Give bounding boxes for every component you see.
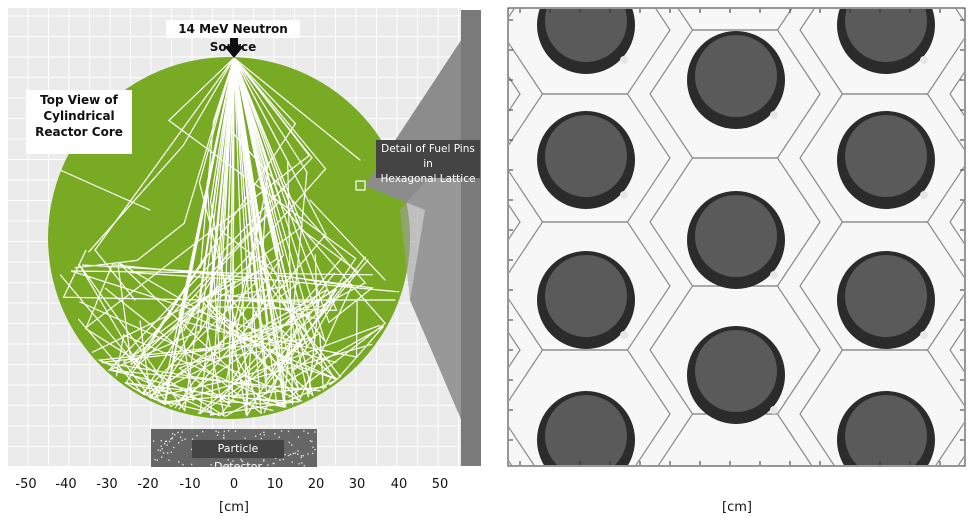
core-label: Top View of Cylindrical Reactor Core [26,90,132,154]
neutron-track [233,57,294,405]
neutron-track [190,57,338,395]
fuel-pin-core [695,35,777,117]
fuel-pin-core [695,195,777,277]
fuel-pin-core [545,9,627,62]
neutron-track [198,57,257,405]
neutron-track [219,57,279,275]
neutron-track [130,57,263,304]
x-tick-label: 0 [229,477,239,492]
x-tick-label: -50 [15,477,37,492]
neutron-tracks [59,57,400,418]
detail-label: Detail of Fuel Pins in Hexagonal Lattice [376,140,480,185]
core-label-line-2: Cylindrical [43,109,115,123]
x-tick-label: -30 [96,477,118,492]
neutron-track [228,57,258,388]
neutron-track [233,57,361,161]
neutron-track [233,57,387,398]
neutron-track [79,57,303,416]
x-tick-label: -10 [179,477,201,492]
detail-marker [355,180,366,191]
x-tick-label: 50 [431,477,449,492]
neutron-track [233,57,326,342]
hex-cell [949,71,964,117]
detector-label: Particle Detector [192,440,284,473]
fuel-pin-core [545,255,627,337]
neutron-track [233,57,309,414]
neutron-track [199,57,333,415]
fuel-pin-core [545,115,627,197]
right-axis-unit: [cm] [722,500,752,515]
x-tick-label: 20 [307,477,325,492]
neutron-track [178,57,311,405]
neutron-track [164,57,373,405]
neutron-track [225,57,385,417]
detail-label-line-2: Hexagonal Lattice [380,173,476,185]
fuel-pin-core [845,395,927,465]
detail-label-line-1: Detail of Fuel Pins in [381,143,475,170]
neutron-track [217,57,343,406]
fuel-pin-core [845,115,927,197]
neutron-track [84,57,235,418]
neutron-track [206,57,235,357]
x-tick-label: 40 [390,477,408,492]
x-tick-label: -20 [137,477,159,492]
particle-detector [151,429,317,467]
neutron-track [209,57,254,416]
neutron-track [233,57,337,386]
hex-cell [657,413,813,465]
neutron-track [88,57,235,253]
hex-cell [799,349,964,465]
source-label: 14 MeV Neutron Source [166,20,300,54]
neutron-track [94,249,136,301]
neutron-track [94,57,235,251]
core-label-line-3: Reactor Core [35,125,123,139]
x-tick-label: -40 [55,477,77,492]
hex-cell [509,349,671,465]
left-axis-unit: [cm] [219,500,249,515]
neutron-track [228,57,374,357]
neutron-track [81,57,235,295]
lattice-panel [507,7,966,467]
fuel-pin-core [845,9,927,62]
hex-cell [949,199,964,245]
neutron-track [309,199,386,281]
neutron-track [228,57,300,398]
neutron-track [148,57,367,398]
fuel-pin-core [845,255,927,337]
neutron-track [59,169,151,211]
hex-cell [949,327,964,373]
neutron-track [142,57,235,395]
fuel-pin-core [545,395,627,465]
neutron-track [183,57,237,333]
x-tick-label: 30 [348,477,366,492]
neutron-track [153,57,338,401]
fuel-pin-core [695,330,777,412]
down-arrow-icon [224,38,244,58]
neutron-track [167,57,357,414]
neutron-track [78,57,327,412]
neutron-track [117,57,308,408]
neutron-track [125,57,297,384]
neutron-track [108,57,313,412]
core-label-line-1: Top View of [40,93,118,107]
x-tick-label: 10 [266,477,284,492]
